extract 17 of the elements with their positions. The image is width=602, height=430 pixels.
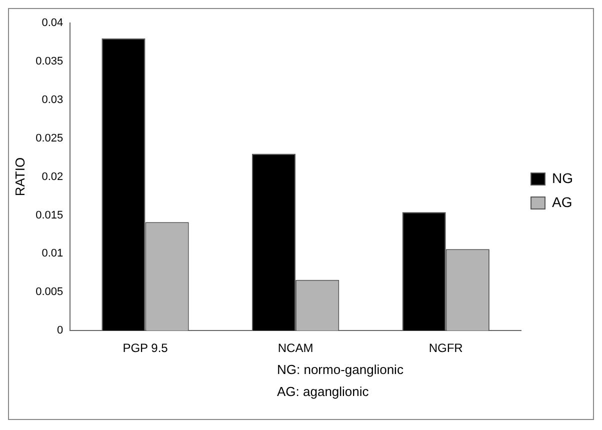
text: AG: aganglionic <box>277 383 370 401</box>
y-tick-label: 0 <box>57 324 64 337</box>
y-tick-label: 0.025 <box>36 132 64 144</box>
y-tick-label: 0.035 <box>36 55 64 68</box>
y-axis-title: RATIO <box>12 157 28 196</box>
x-tick-label: PGP 9.5 <box>122 341 168 356</box>
y-tick-label: 0.03 <box>42 94 64 106</box>
y-tick-label: 0.005 <box>36 286 64 298</box>
y-tick-label: 0.01 <box>42 248 64 260</box>
y-tick-label: 0.02 <box>42 170 64 183</box>
legend-label: NG <box>552 170 573 186</box>
text: NG: normo-ganglionic <box>277 361 404 379</box>
x-tick-label: NCAM <box>278 341 314 356</box>
y-tick-label: 0.015 <box>36 209 64 222</box>
y-tick-label: 0.04 <box>42 17 64 30</box>
legend-label: AG <box>552 194 572 210</box>
x-tick-label: NGFR <box>428 341 464 356</box>
